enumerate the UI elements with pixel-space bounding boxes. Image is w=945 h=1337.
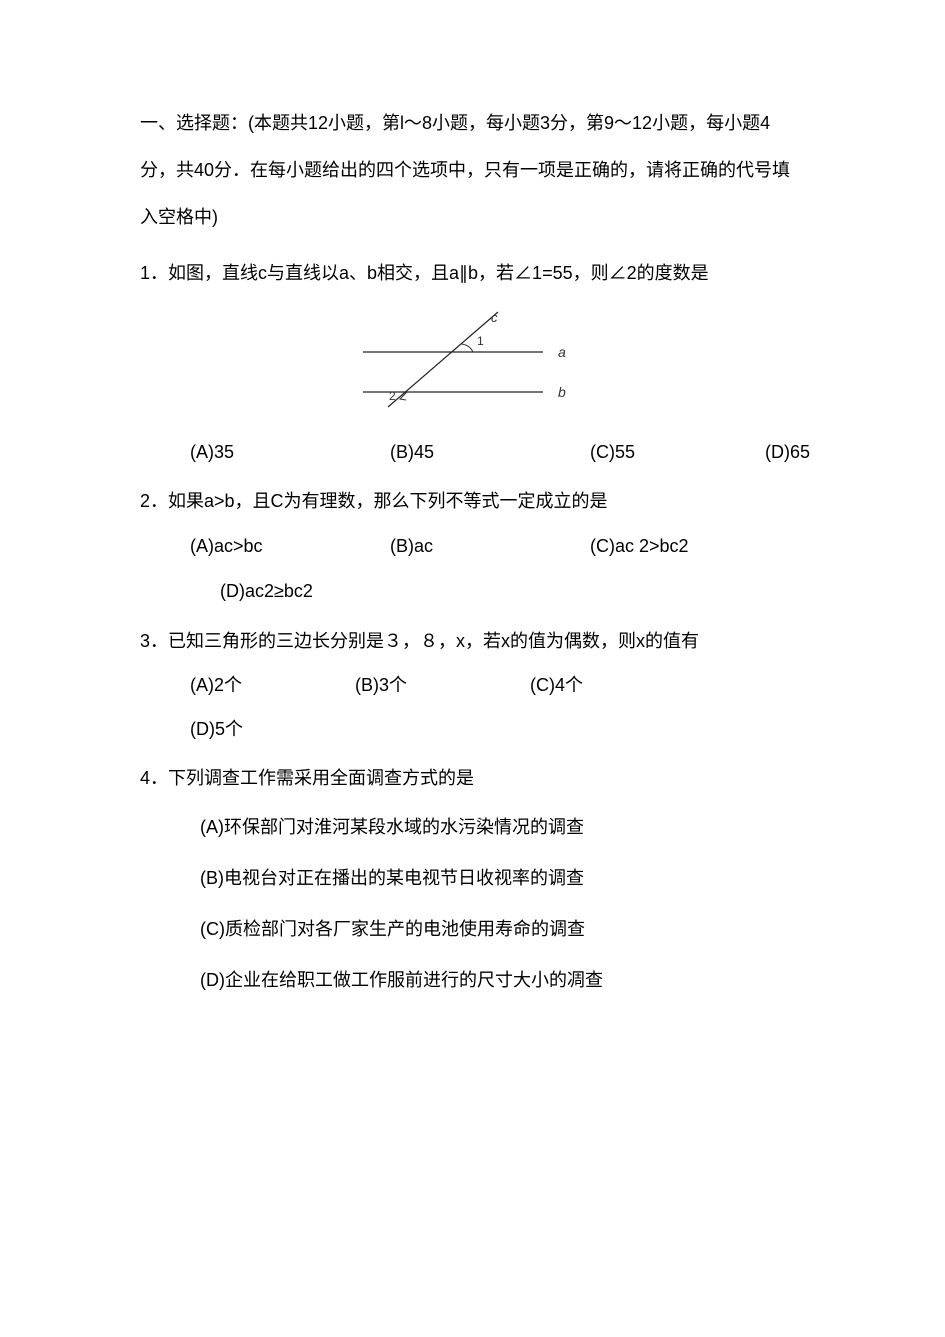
question-1: 1．如图，直线c与直线以a、b相交，且a∥b，若∠1=55，则∠2的度数是 c … — [140, 250, 805, 474]
q2-option-d: (D)ac2≥bc2 — [220, 581, 313, 601]
question-2-options-row1: (A)ac>bc (B)ac (C)ac 2>bc2 — [140, 525, 805, 568]
q2-option-c: (C)ac 2>bc2 — [590, 525, 765, 568]
figure-label-b: b — [558, 384, 566, 400]
question-1-figure: c 1 2 a b — [140, 307, 805, 417]
q3-option-c: (C)4个 — [530, 664, 690, 707]
q2-option-b: (B)ac — [390, 525, 590, 568]
figure-label-2: 2 — [389, 389, 396, 403]
question-2-options-row2: (D)ac2≥bc2 — [140, 570, 805, 613]
q1-option-b: (B)45 — [390, 431, 590, 474]
figure-label-1: 1 — [477, 334, 484, 348]
q3-option-d: (D)5个 — [190, 708, 355, 751]
question-3: 3．已知三角形的三边长分别是３，８，x，若x的值为偶数，则x的值有 (A)2个 … — [140, 618, 805, 751]
question-2: 2．如果a>b，且C为有理数，那么下列不等式一定成立的是 (A)ac>bc (B… — [140, 478, 805, 613]
q4-option-a: (A)环保部门对淮河某段水域的水污染情况的调查 — [200, 802, 805, 853]
figure-label-c: c — [491, 310, 498, 325]
q4-option-d: (D)企业在给职工做工作服前进行的尺寸大小的凋查 — [200, 955, 805, 1006]
q1-option-d: (D)65 — [765, 431, 810, 474]
question-3-text: 3．已知三角形的三边长分别是３，８，x，若x的值为偶数，则x的值有 — [140, 618, 805, 665]
question-3-options-row1: (A)2个 (B)3个 (C)4个 — [140, 664, 805, 707]
q1-option-c: (C)55 — [590, 431, 765, 474]
q3-option-b: (B)3个 — [355, 664, 530, 707]
section-instructions: 一、选择题：(本题共12小题，第l～8小题，每小题3分，第9～12小题，每小题4… — [140, 100, 805, 240]
question-4-text: 4．下列调查工作需采用全面调查方式的是 — [140, 755, 805, 802]
q1-option-a: (A)35 — [190, 431, 390, 474]
question-4: 4．下列调查工作需采用全面调查方式的是 (A)环保部门对淮河某段水域的水污染情况… — [140, 755, 805, 1007]
figure-label-a: a — [558, 344, 566, 360]
question-1-text: 1．如图，直线c与直线以a、b相交，且a∥b，若∠1=55，则∠2的度数是 — [140, 250, 805, 297]
question-4-options: (A)环保部门对淮河某段水域的水污染情况的调查 (B)电视台对正在播出的某电视节… — [140, 802, 805, 1007]
q3-option-a: (A)2个 — [190, 664, 355, 707]
question-3-options-row2: (D)5个 — [140, 708, 805, 751]
q4-option-b: (B)电视台对正在播出的某电视节日收视率的调查 — [200, 853, 805, 904]
question-2-text: 2．如果a>b，且C为有理数，那么下列不等式一定成立的是 — [140, 478, 805, 525]
question-1-options: (A)35 (B)45 (C)55 (D)65 — [140, 431, 805, 474]
q2-option-a: (A)ac>bc — [190, 525, 390, 568]
q4-option-c: (C)质检部门对各厂家生产的电池使用寿命的调查 — [200, 904, 805, 955]
